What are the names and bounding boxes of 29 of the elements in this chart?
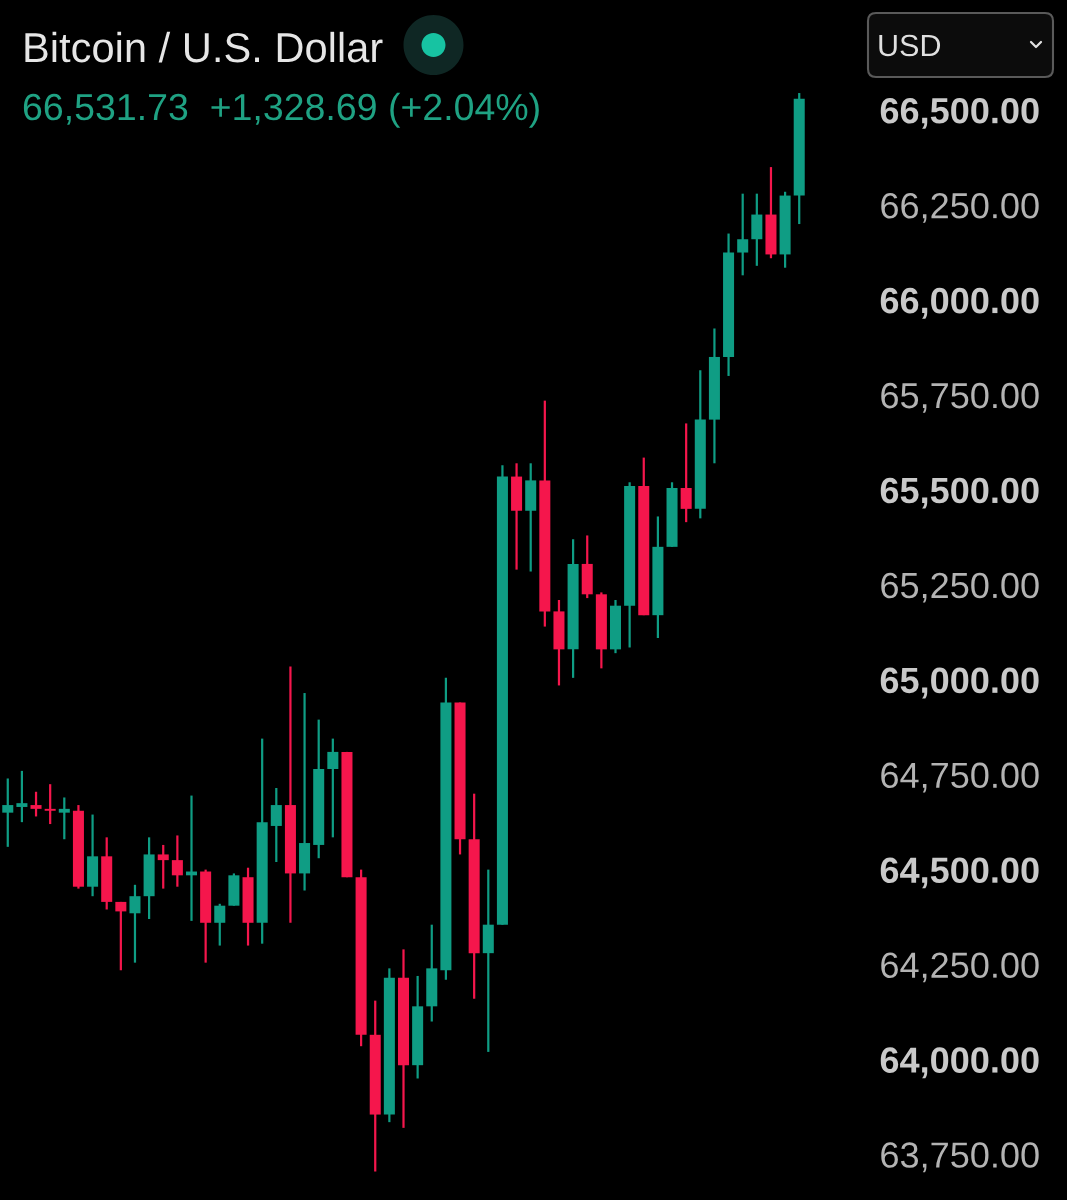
- y-tick-label: 65,500.00: [880, 477, 1039, 509]
- y-tick-label: 64,250.00: [881, 952, 1039, 983]
- y-tick-label: 66,000.00: [880, 287, 1039, 319]
- candlestick: [16, 769, 28, 824]
- candlestick: [2, 777, 14, 848]
- candlestick: [270, 786, 282, 864]
- candlestick: [214, 902, 226, 947]
- y-tick-label: 66,250.00: [881, 192, 1039, 223]
- candlestick: [58, 796, 70, 841]
- text: Bitcoin / U.S. Dollar: [25, 31, 383, 63]
- text: USD: [879, 34, 941, 57]
- y-tick-label: 66,500.00: [880, 98, 1039, 129]
- y-tick-label: 65,750.00: [881, 382, 1039, 413]
- y-tick-label: 64,000.00: [880, 1047, 1039, 1079]
- y-tick-label: 63,750.00: [881, 1142, 1039, 1173]
- candlestick: [171, 834, 183, 888]
- candlestick: [157, 843, 169, 890]
- candlestick: [44, 783, 56, 826]
- candlestick: [115, 900, 127, 972]
- y-tick-label: 64,750.00: [881, 762, 1039, 793]
- y-tick-label: 65,000.00: [880, 667, 1039, 699]
- y-tick-label: 64,500.00: [880, 857, 1039, 889]
- candlestick: [680, 422, 692, 524]
- y-tick-label: 65,250.00: [881, 572, 1039, 603]
- candlestick: [129, 883, 141, 964]
- candlestick: [737, 192, 749, 277]
- text: 66,531.73 +1,328.69 (+2.04%): [23, 92, 539, 128]
- candlestick: [30, 790, 42, 818]
- candlestick: [327, 737, 339, 839]
